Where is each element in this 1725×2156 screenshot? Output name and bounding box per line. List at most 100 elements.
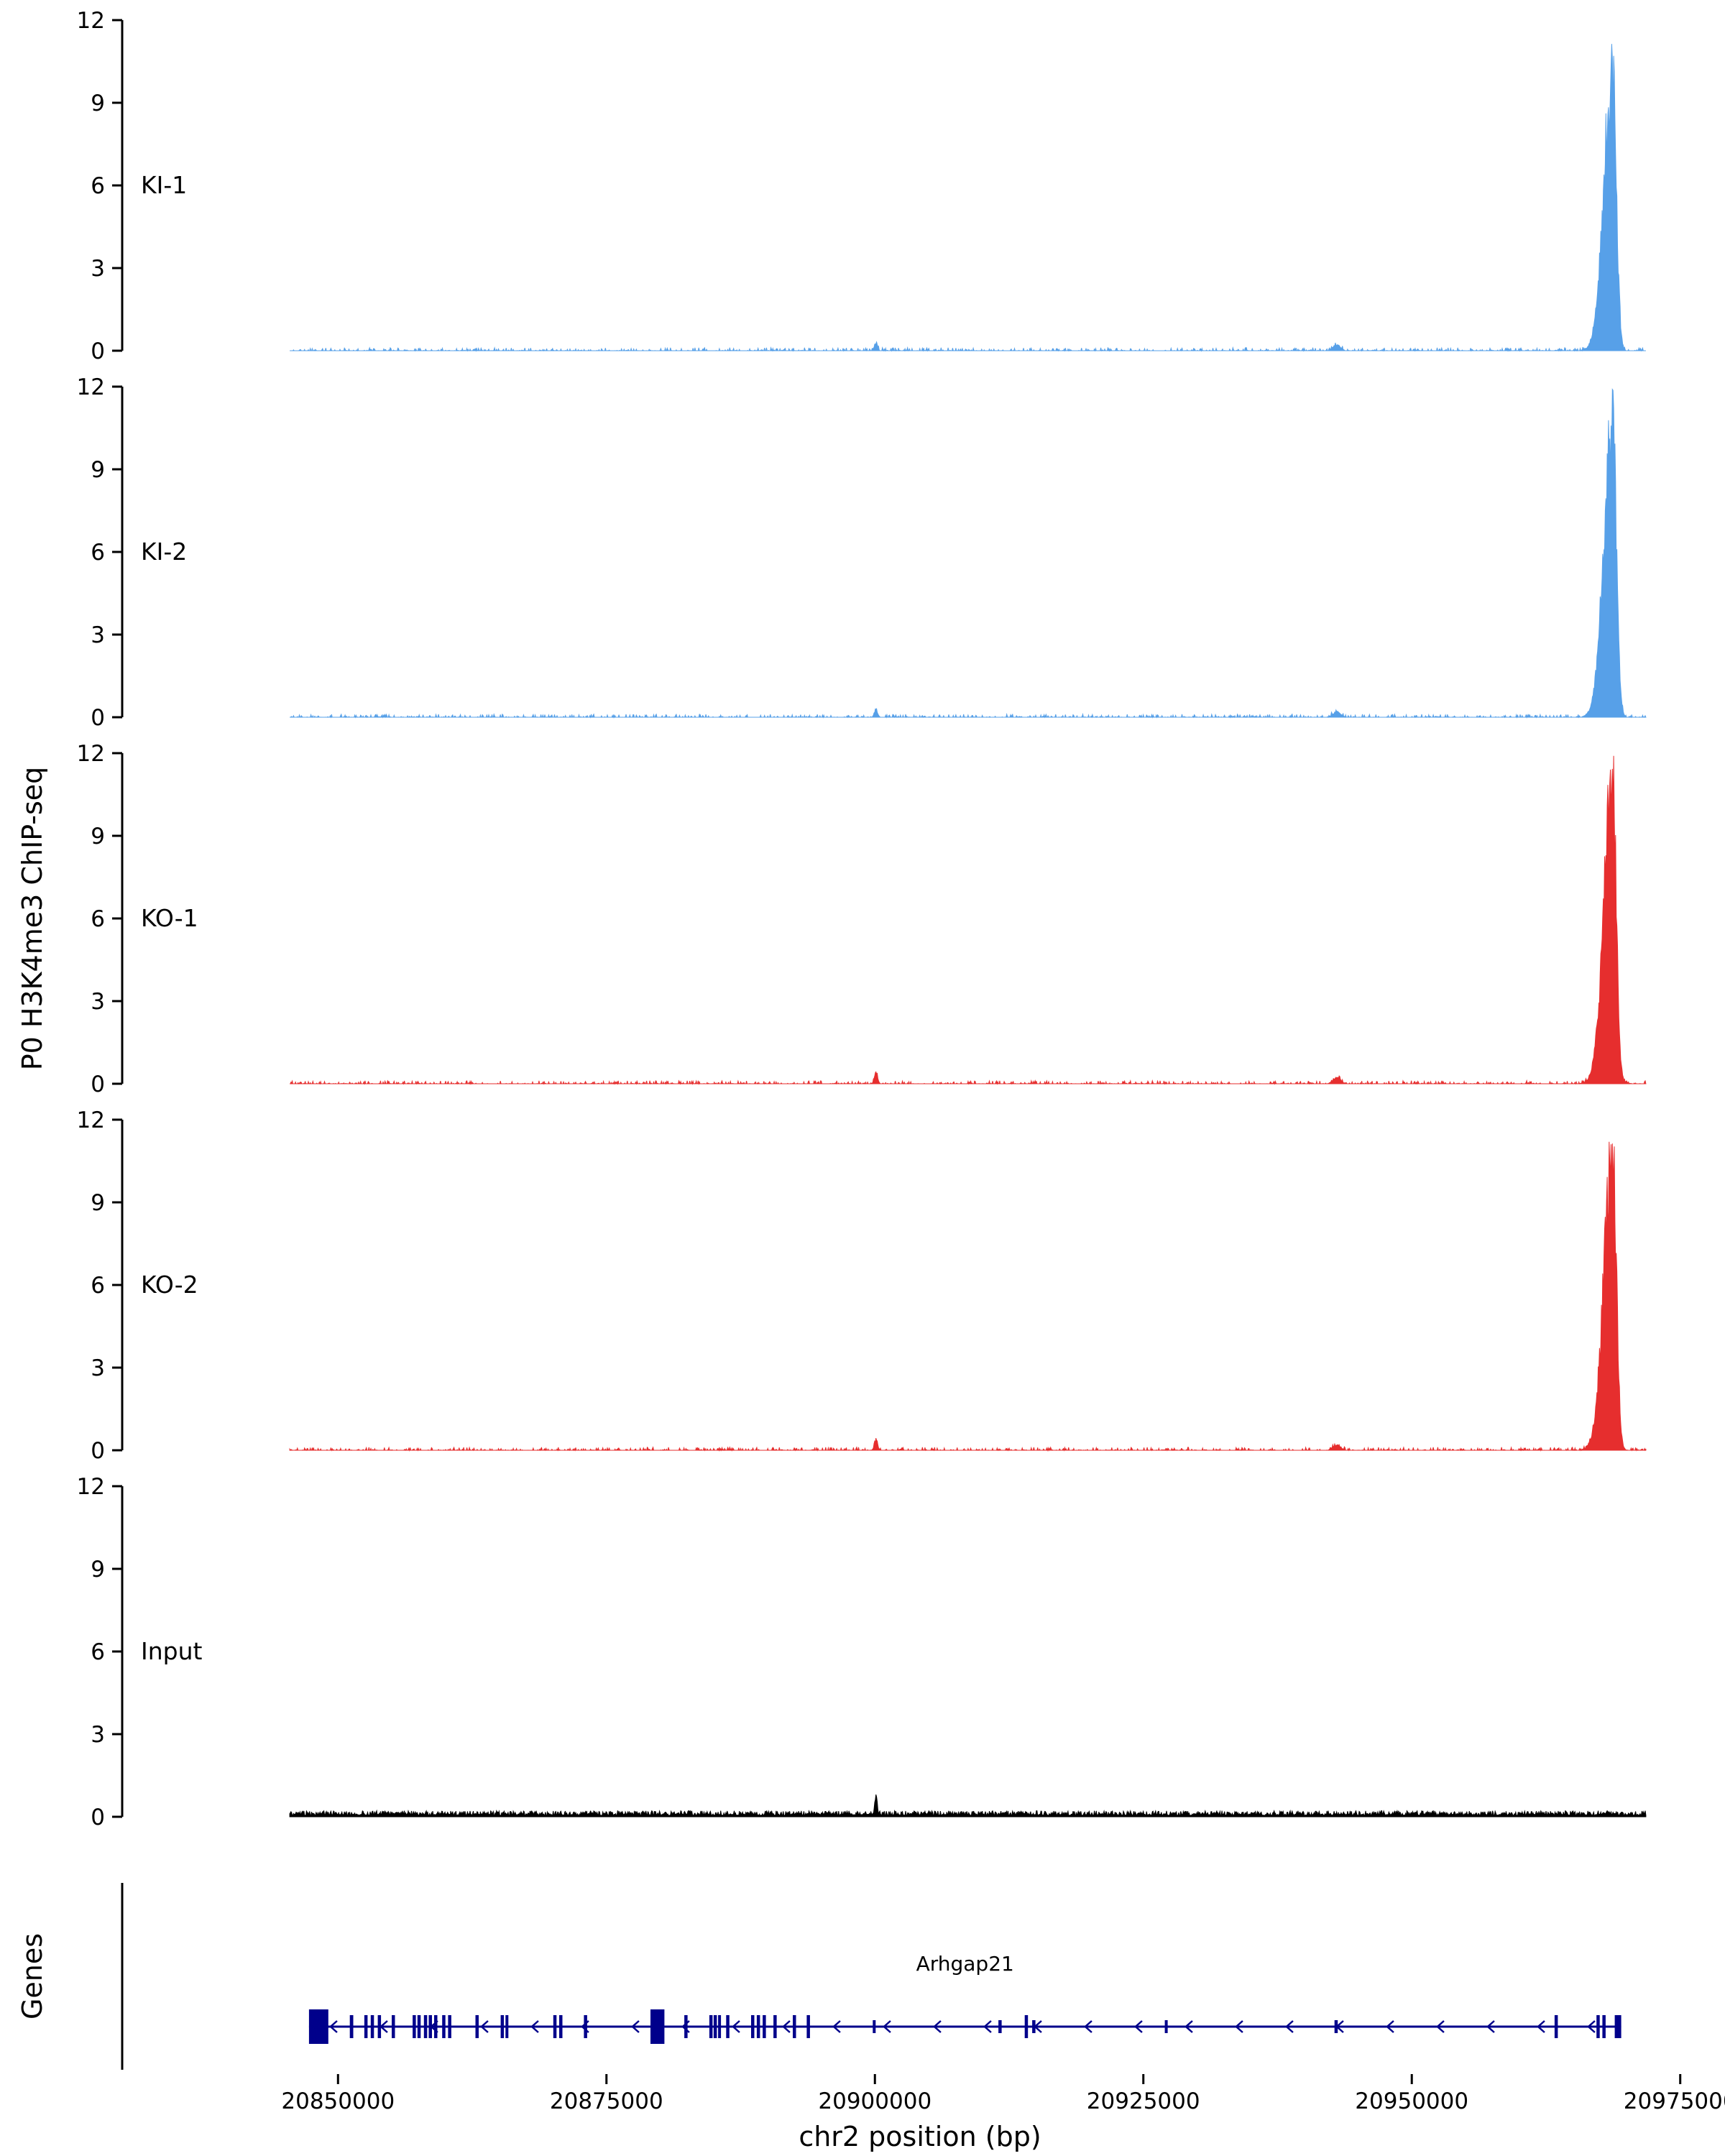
- strand-arrow-icon: [933, 2020, 942, 2033]
- exon: [793, 2015, 796, 2038]
- y-tick-label: 9: [91, 91, 105, 116]
- exon: [584, 2015, 587, 2038]
- exon: [500, 2015, 505, 2038]
- exon: [1602, 2015, 1606, 2038]
- strand-arrow-icon: [1134, 2020, 1143, 2033]
- coverage-area: [290, 755, 1647, 1085]
- strand-arrow-icon: [782, 2020, 791, 2033]
- y-tick-label: 12: [77, 8, 105, 34]
- exon: [751, 2015, 755, 2038]
- exon: [434, 2015, 438, 2038]
- exon: [423, 2015, 428, 2038]
- exon: [806, 2015, 810, 2038]
- track-input: 0 3 6 9 12 Input: [77, 1474, 1647, 1830]
- y-tick-label: 12: [77, 741, 105, 767]
- coverage-area: [290, 44, 1646, 352]
- exon: [773, 2015, 777, 2038]
- strand-arrow-icon: [480, 2020, 489, 2033]
- exon: [553, 2015, 557, 2038]
- exon: [718, 2015, 722, 2038]
- exon: [413, 2015, 416, 2038]
- coverage-area: [289, 1794, 1647, 1818]
- genes-panel-title: Genes: [17, 1933, 48, 2019]
- strand-arrow-icon: [832, 2020, 841, 2033]
- exon: [998, 2020, 1002, 2033]
- exon: [1032, 2020, 1036, 2033]
- strand-arrow-icon: [1285, 2020, 1294, 2033]
- x-tick-label: 20900000: [818, 2088, 932, 2114]
- track-label: Input: [141, 1637, 203, 1665]
- exon: [428, 2015, 432, 2038]
- y-tick-label: 12: [77, 374, 105, 400]
- genes-panel: Genes Arhgap21: [17, 1883, 1622, 2070]
- y-axis-title: P0 H3K4me3 ChIP-seq: [17, 767, 48, 1071]
- gene-label: Arhgap21: [916, 1952, 1014, 1976]
- y-tick-label: 0: [91, 1072, 105, 1097]
- y-tick-label: 9: [91, 457, 105, 483]
- y-tick-label: 0: [91, 705, 105, 731]
- track-label: KI-2: [141, 538, 187, 566]
- strand-arrow-icon: [530, 2020, 539, 2033]
- strand-arrow-icon: [329, 2020, 338, 2033]
- y-tick-label: 3: [91, 1722, 105, 1748]
- exon: [709, 2015, 713, 2038]
- strand-arrow-icon: [1436, 2020, 1445, 2033]
- y-tick-label: 0: [91, 338, 105, 364]
- strand-arrow-icon: [732, 2020, 740, 2033]
- exon: [377, 2015, 382, 2038]
- strand-arrow-icon: [883, 2020, 891, 2033]
- strand-arrow-icon: [1587, 2020, 1596, 2033]
- strand-arrow-icon: [1235, 2020, 1243, 2033]
- x-tick-label: 20925000: [1087, 2088, 1200, 2114]
- exon: [349, 2015, 354, 2038]
- exon: [475, 2015, 479, 2038]
- x-axis-title: chr2 position (bp): [799, 2121, 1041, 2152]
- exon: [1614, 2015, 1622, 2038]
- y-tick-label: 6: [91, 173, 105, 199]
- exon: [650, 2009, 665, 2044]
- y-tick-label: 3: [91, 256, 105, 282]
- track-label: KO-2: [141, 1271, 198, 1299]
- strand-arrow-icon: [1184, 2020, 1193, 2033]
- exon: [756, 2015, 760, 2038]
- exon: [392, 2015, 395, 2038]
- y-tick-label: 12: [77, 1474, 105, 1500]
- track-label: KO-1: [141, 904, 198, 932]
- y-tick-label: 9: [91, 824, 105, 849]
- exon: [559, 2015, 563, 2038]
- exon: [505, 2015, 509, 2038]
- y-tick-label: 12: [77, 1107, 105, 1133]
- y-tick-label: 9: [91, 1557, 105, 1583]
- y-tick-label: 3: [91, 1355, 105, 1381]
- coverage-area: [289, 1141, 1647, 1452]
- strand-arrow-icon: [1386, 2020, 1394, 2033]
- exon: [726, 2015, 730, 2038]
- strand-arrow-icon: [983, 2020, 992, 2033]
- strand-arrow-icon: [1486, 2020, 1495, 2033]
- y-tick-label: 6: [91, 1639, 105, 1665]
- y-tick-label: 9: [91, 1190, 105, 1216]
- coverage-area: [290, 388, 1647, 719]
- exon: [1554, 2015, 1558, 2038]
- track-ki-2: 0 3 6 9 12 KI-2: [77, 374, 1647, 731]
- exon: [308, 2009, 328, 2044]
- y-tick-label: 6: [91, 540, 105, 566]
- track-ko-2: 0 3 6 9 12 KO-2: [77, 1107, 1647, 1464]
- exon: [873, 2020, 876, 2033]
- strand-arrow-icon: [1084, 2020, 1092, 2033]
- track-ko-1: 0 3 6 9 12 KO-1: [77, 741, 1647, 1097]
- y-tick-label: 3: [91, 989, 105, 1015]
- exon: [442, 2015, 446, 2038]
- exon: [713, 2015, 717, 2038]
- x-tick-label: 20875000: [550, 2088, 663, 2114]
- track-label: KI-1: [141, 171, 187, 199]
- exon: [763, 2015, 766, 2038]
- exon: [364, 2015, 368, 2038]
- x-tick-label: 20950000: [1355, 2088, 1468, 2114]
- y-tick-label: 0: [91, 1438, 105, 1464]
- x-tick-label: 20850000: [281, 2088, 395, 2114]
- exon: [1164, 2020, 1168, 2033]
- x-axis: 20850000 20875000 20900000 20925000 20950000…: [281, 2074, 1725, 2152]
